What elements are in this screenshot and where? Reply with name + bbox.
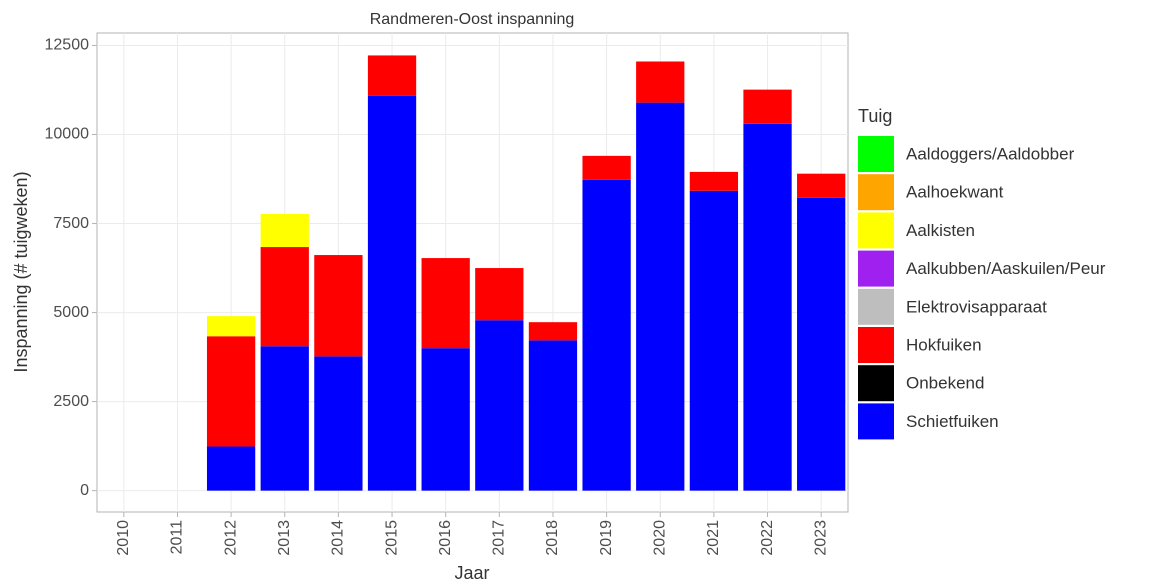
bar-segment <box>743 123 792 491</box>
x-tick-label: 2014 <box>330 520 347 556</box>
bar-segment <box>206 446 256 491</box>
legend-key <box>858 174 894 211</box>
bar-segment <box>528 322 578 341</box>
legend-key <box>858 288 894 325</box>
bar-segment <box>797 197 846 491</box>
legend-key <box>858 365 894 402</box>
x-tick-label: 2013 <box>276 520 293 556</box>
bar-segment <box>689 190 739 491</box>
x-tick-label: 2020 <box>651 520 668 556</box>
x-tick-label: 2015 <box>383 520 400 556</box>
x-tick-label: 2011 <box>169 520 186 555</box>
legend-label: Aalkubben/Aaskuilen/Peur <box>906 259 1106 278</box>
bar-segment <box>314 356 363 491</box>
bar-segment <box>636 102 685 491</box>
bar-segment <box>206 336 256 447</box>
x-tick-label: 2018 <box>544 520 561 556</box>
bar-segment <box>689 171 739 191</box>
bar-segment <box>743 89 792 124</box>
bar-segment <box>797 173 846 198</box>
bar-segment <box>206 316 256 337</box>
legend-label: Onbekend <box>906 374 984 393</box>
y-tick-label: 12500 <box>45 37 90 54</box>
x-axis-title: Jaar <box>454 563 489 581</box>
x-tick-label: 2019 <box>598 520 615 556</box>
x-tick-label: 2010 <box>115 520 132 556</box>
legend-label: Hokfuiken <box>906 335 982 354</box>
bar-segment <box>528 340 578 491</box>
legend-label: Elektrovisapparaat <box>906 297 1047 316</box>
y-tick-label: 10000 <box>45 126 90 143</box>
legend-key <box>858 250 894 287</box>
bar-segment <box>314 255 363 357</box>
bar-segment <box>367 55 417 96</box>
bar-segment <box>475 268 524 321</box>
bar-segment <box>582 155 631 180</box>
chart-title: Randmeren-Oost inspanning <box>370 11 575 28</box>
bar-segment <box>421 258 470 349</box>
bar-segment <box>260 247 309 347</box>
bar-segment <box>421 348 470 491</box>
x-tick-label: 2012 <box>222 520 239 556</box>
bar-segment <box>475 320 524 491</box>
x-tick-label: 2016 <box>437 520 454 556</box>
legend-label: Aaldoggers/Aaldobber <box>906 144 1075 163</box>
y-tick-label: 2500 <box>53 393 89 410</box>
legend-key <box>858 403 894 440</box>
bar-segment <box>636 61 685 103</box>
y-axis-title: Inspanning (# tuigweken) <box>11 171 31 372</box>
legend-label: Aalkisten <box>906 221 975 240</box>
bar-segment <box>260 213 309 248</box>
y-tick-label: 5000 <box>53 304 89 321</box>
legend-title: Tuig <box>858 106 892 126</box>
legend-key <box>858 136 894 172</box>
x-tick-label: 2023 <box>812 520 829 556</box>
x-tick-label: 2021 <box>705 520 722 556</box>
x-tick-label: 2022 <box>759 520 776 556</box>
x-tick-label: 2017 <box>491 520 508 556</box>
legend-key <box>858 327 894 363</box>
y-tick-label: 7500 <box>53 215 89 232</box>
bar-segment <box>367 95 417 491</box>
bar-segment <box>582 179 631 491</box>
y-tick-label: 0 <box>80 482 89 499</box>
legend-key <box>858 212 894 249</box>
legend-label: Schietfuiken <box>906 412 999 431</box>
legend-label: Aalhoekwant <box>906 183 1004 202</box>
bar-segment <box>260 346 309 491</box>
